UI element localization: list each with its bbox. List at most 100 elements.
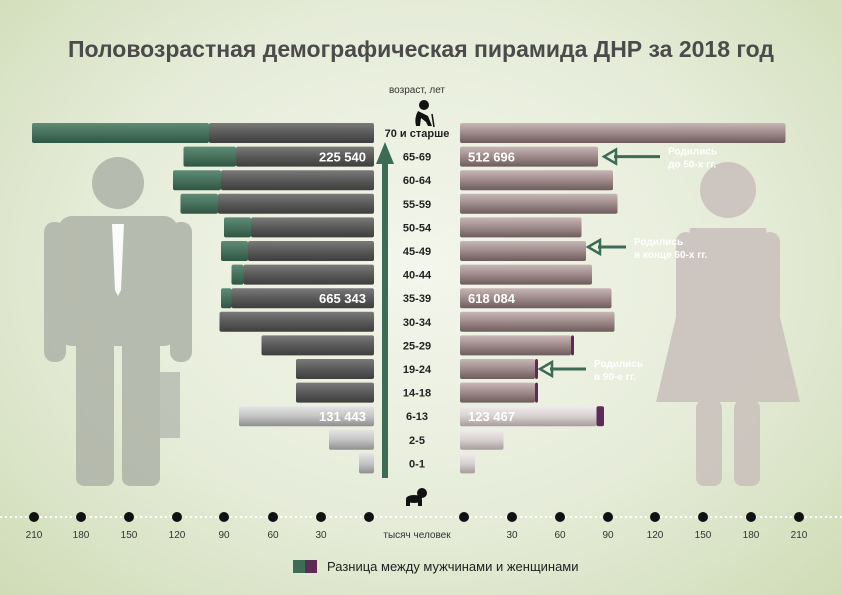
female-bar [460,146,598,167]
male-diff-bar [183,146,236,167]
age-group-label: 30-34 [403,317,432,329]
male-value-label: 665 343 [319,291,366,306]
female-diff-bar [535,382,538,403]
male-diff-bar [173,170,221,191]
annotation-text-2: в 90-е гг. [594,372,636,383]
female-diff-bar [535,359,538,379]
female-bar [460,123,786,143]
female-bar [460,406,597,427]
age-group-label: 14-18 [403,388,431,400]
male-diff-bar [221,288,232,309]
legend-swatch [293,559,317,573]
unit-label: тысяч человек [383,530,451,541]
male-bar [209,123,374,143]
annotation-text-1: Родились [634,237,683,248]
male-bar [261,335,374,356]
scale-dot [124,512,134,522]
scale-tick-label: 60 [554,530,566,541]
annotation-text-1: Родились [668,147,717,158]
age-group-label: 60-64 [403,175,432,187]
age-axis-label: возраст, лет [389,85,445,96]
female-bar [460,335,571,356]
age-group-label: 25-29 [403,340,431,352]
annotation-arrowhead [585,237,602,257]
baby-icon [406,488,427,506]
scale-tick-label: 90 [602,530,614,541]
scale-tick-label: 180 [73,530,90,541]
scale-dot [29,512,39,522]
female-bar [460,241,586,261]
female-diff-bar [596,406,604,427]
bars-group [32,123,786,474]
female-bar [460,382,535,403]
scale-dot [746,512,756,522]
male-bar [236,146,374,167]
scale-tick-label: 120 [169,530,186,541]
male-diff-bar [32,123,209,143]
age-group-label: 0-1 [409,458,425,470]
age-group-label: 2-5 [409,435,425,447]
legend-label: Разница между мужчинами и женщинами [327,558,579,574]
male-diff-bar [221,241,248,261]
scale-dot [219,512,229,522]
annotation-arrowhead [537,359,554,379]
age-group-label: 35-39 [403,293,431,305]
male-bar [329,429,374,450]
scale-dot [364,512,374,522]
scale-tick-label: 60 [267,530,279,541]
female-bar [460,288,612,309]
scale-tick-label: 150 [121,530,138,541]
legend: Разница между мужчинами и женщинами [293,558,579,574]
female-value-label: 512 696 [468,150,515,165]
male-bar [221,170,374,191]
man-silhouette-icon [44,157,192,486]
female-value-label: 618 084 [468,291,516,306]
value-labels-group: 225 540 512 696 665 343 618 084 131 443 123 4… [319,150,516,425]
annotation-text-2: в конце 60-х гг. [634,250,708,261]
scale-dot [172,512,182,522]
chart-title: Половозрастная демографическая пирамида … [67,36,775,62]
male-value-label: 131 443 [319,409,366,424]
age-labels-group: 70 и старше 65-69 60-64 55-59 50-54 45-49 40-4… [385,128,450,470]
annotation-arrowhead [601,147,618,166]
annotation-text-2: до 50-х гг. [668,160,716,171]
scale-tick-label: 180 [743,530,760,541]
female-bar [460,193,618,214]
scale-dot [459,512,469,522]
male-diff-bar [180,193,218,214]
scale-tick-label: 210 [791,530,808,541]
annotations-group: Родились до 50-х гг. Родились в конце 60-х … [537,147,717,383]
male-bar [296,382,374,403]
scale-dot [316,512,326,522]
male-bar [243,264,374,285]
male-bar [218,193,374,214]
elder-icon [415,100,435,128]
scale-dot [555,512,565,522]
age-group-label: 50-54 [403,222,432,234]
scale-tick-label: 210 [26,530,43,541]
female-bar [460,429,504,450]
scale-tick-label: 30 [506,530,518,541]
female-bar [460,264,592,285]
male-bar [248,241,374,261]
male-diff-bar [231,264,244,285]
scale-dot [650,512,660,522]
scale-dot [698,512,708,522]
age-group-label: 45-49 [403,246,431,258]
scale-dot [603,512,613,522]
female-bar [460,311,615,332]
male-bar [251,217,374,238]
female-bar [460,217,582,238]
scale-tick-label: 30 [315,530,327,541]
male-bar [296,359,374,379]
male-diff-bar [224,217,251,238]
age-group-label: 19-24 [403,364,432,376]
scale-tick-label: 90 [218,530,230,541]
male-bar [239,406,374,427]
age-group-label: 65-69 [403,152,431,164]
male-bar [231,288,374,309]
female-diff-bar [571,335,574,356]
age-axis-arrow [376,142,394,478]
scale-dot [268,512,278,522]
